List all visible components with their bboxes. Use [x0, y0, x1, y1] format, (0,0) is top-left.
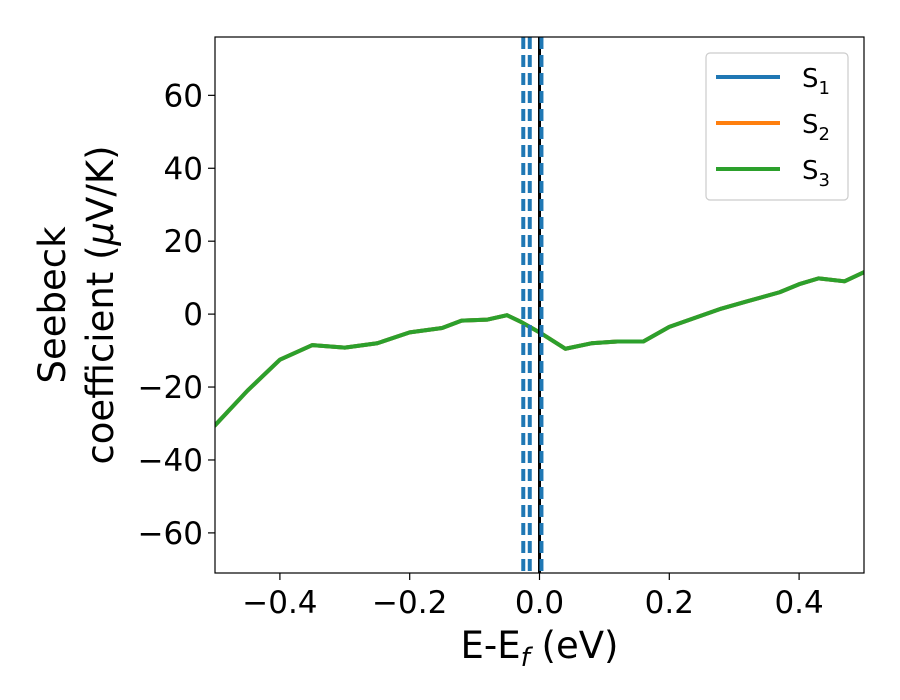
y-tick-label: 0 [183, 297, 203, 333]
y-tick-label: −20 [138, 370, 203, 406]
y-tick-label: −40 [138, 443, 203, 479]
x-tick-label: −0.4 [242, 585, 317, 621]
legend-box [705, 52, 849, 201]
y-axis-title-line1: Seebeck [31, 226, 74, 384]
y-tick-label: 20 [164, 224, 203, 260]
y-axis-title-line2: coefficient (μV/K) [79, 145, 122, 464]
x-tick-label: 0.0 [515, 585, 564, 621]
legend-label-s2: S2 [802, 110, 830, 145]
legend-label-s1: S1 [802, 64, 830, 99]
x-tick-label: −0.2 [372, 585, 447, 621]
series-line-s3 [215, 270, 864, 428]
x-axis-title: E-Ef (eV) [461, 624, 619, 673]
y-tick-label: 40 [164, 151, 203, 187]
legend-label-s3: S3 [802, 156, 830, 191]
x-tick-label: 0.2 [645, 585, 694, 621]
y-tick-label: −60 [138, 516, 203, 552]
y-tick-label: 60 [164, 78, 203, 114]
x-tick-label: 0.4 [774, 585, 823, 621]
